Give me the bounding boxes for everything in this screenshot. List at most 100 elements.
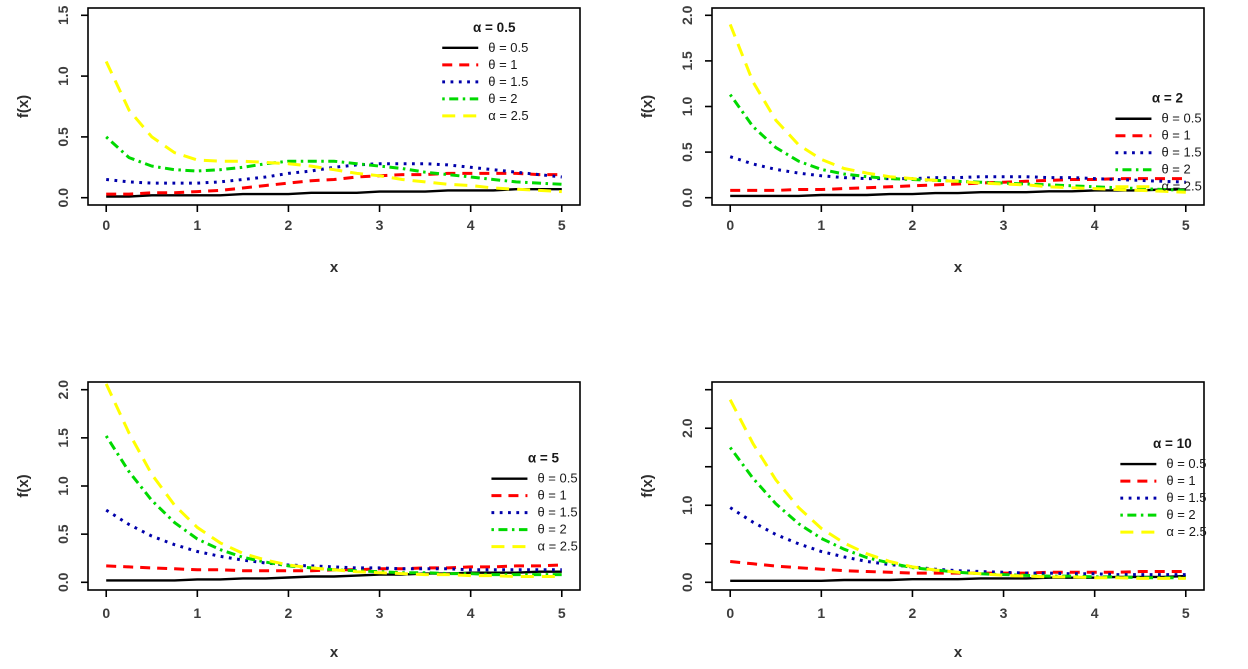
y-tick-label: 0.0 (55, 572, 71, 592)
plot-panel-alpha-2: 0 1 2 3 4 5 0.0 0.5 1.0 1.5 2.0 x f(x) α = 2 θ = 0.5 θ … (639, 5, 1205, 276)
x-tick-label: 4 (467, 217, 475, 233)
x-tick-label: 1 (193, 217, 201, 233)
x-tick-label: 3 (376, 605, 384, 621)
legend-label: θ = 1 (537, 488, 566, 503)
plot-frame (711, 381, 1205, 591)
y-tick-label: 1.5 (55, 428, 71, 448)
series-curve (106, 188, 562, 198)
x-tick-label: 0 (102, 605, 110, 621)
legend-label: α = 2.5 (537, 539, 577, 554)
legend-title: α = 2 (1152, 91, 1183, 106)
x-tick-label: 4 (1091, 605, 1099, 621)
legend-label: θ = 0.5 (1161, 111, 1201, 126)
legend-label: θ = 2 (1161, 162, 1190, 177)
x-axis-title: x (330, 259, 339, 276)
legend-label: θ = 0.5 (537, 471, 577, 486)
legend-label: θ = 1 (488, 57, 517, 72)
legend-label: θ = 1.5 (488, 74, 528, 89)
series-curve (729, 506, 1186, 577)
series-curve (106, 570, 562, 582)
y-tick-label: 1.5 (55, 5, 71, 25)
x-tick-label: 2 (909, 605, 917, 621)
x-tick-label: 0 (726, 605, 734, 621)
x-tick-label: 0 (726, 217, 734, 233)
x-tick-label: 2 (909, 217, 917, 233)
x-tick-label: 3 (1000, 605, 1008, 621)
x-tick-label: 0 (102, 217, 110, 233)
y-tick-label: 1.0 (55, 66, 71, 86)
legend-title: α = 5 (528, 451, 560, 466)
x-tick-label: 1 (193, 605, 201, 621)
series-curve (728, 23, 1186, 194)
x-axis-title: x (330, 644, 339, 661)
x-tick-label: 2 (285, 217, 293, 233)
x-tick-label: 2 (285, 605, 293, 621)
legend-label: θ = 0.5 (488, 40, 528, 55)
legend-label: θ = 0.5 (1166, 456, 1206, 471)
legend-label: θ = 2 (537, 522, 566, 537)
y-tick-label: 0.5 (679, 142, 695, 162)
y-axis-title: f(x) (639, 474, 656, 497)
legend-label: θ = 1.5 (1161, 145, 1201, 160)
series-curve (106, 162, 562, 185)
x-tick-label: 1 (817, 605, 825, 621)
legend-title: α = 10 (1153, 436, 1192, 451)
y-tick-label: 0.0 (679, 188, 695, 208)
legend-label: α = 2.5 (1166, 524, 1206, 539)
plot-panel-alpha-5: 0 1 2 3 4 5 0.0 0.5 1.0 1.5 2.0 x f(x) α = 5 θ = 0.5 θ … (15, 380, 581, 661)
series-curve (104, 383, 562, 578)
series-curve (104, 435, 562, 577)
legend-title: α = 0.5 (473, 20, 516, 35)
legend-label: θ = 1 (1166, 473, 1195, 488)
legend-label: θ = 2 (1166, 507, 1195, 522)
y-tick-label: 2.0 (679, 418, 695, 438)
y-axis-title: f(x) (15, 95, 32, 118)
legend-label: θ = 1.5 (1166, 490, 1206, 505)
series-curve (728, 93, 1186, 192)
x-tick-label: 5 (558, 217, 566, 233)
legend-label: θ = 1.5 (537, 505, 577, 520)
x-tick-label: 3 (1000, 217, 1008, 233)
y-tick-label: 0.5 (55, 524, 71, 544)
y-tick-label: 2.0 (679, 5, 695, 25)
plot-panel-alpha-10: 0 1 2 3 4 5 0.0 1.0 2.0 x f(x) α = 10 θ = 0.5 θ = 1 θ … (639, 381, 1207, 661)
x-tick-label: 5 (1182, 217, 1190, 233)
y-axis-title: f(x) (15, 474, 32, 497)
series-curve (106, 171, 562, 196)
legend-label: θ = 1 (1161, 128, 1190, 143)
y-tick-label: 1.0 (679, 97, 695, 117)
figure-row-top: 0 1 2 3 4 5 0.0 0.5 1.0 1.5 x f(x) α = 0.5 θ = 0.5 θ =… (0, 0, 1248, 300)
figure-row-bottom: 0 1 2 3 4 5 0.0 0.5 1.0 1.5 2.0 x f(x) α = 5 θ = 0.5 θ … (0, 362, 1248, 669)
series-curve (728, 446, 1186, 580)
y-tick-label: 2.0 (55, 380, 71, 400)
x-tick-label: 3 (376, 217, 384, 233)
x-tick-label: 1 (817, 217, 825, 233)
legend-label: θ = 2 (488, 91, 517, 106)
plot-frame (87, 7, 581, 206)
plot-frame (711, 7, 1205, 206)
legend-label: α = 2.5 (488, 108, 528, 123)
series-curve (730, 188, 1186, 198)
y-axis-title: f(x) (639, 95, 656, 118)
x-axis-title: x (954, 259, 963, 276)
series-curve (104, 60, 562, 194)
legend-label: α = 2.5 (1161, 179, 1201, 194)
y-tick-label: 1.0 (55, 476, 71, 496)
x-tick-label: 4 (467, 605, 475, 621)
y-tick-label: 0.5 (55, 127, 71, 147)
series-curve (105, 508, 562, 572)
y-tick-label: 0.0 (679, 572, 695, 592)
plot-panel-alpha-0-5: 0 1 2 3 4 5 0.0 0.5 1.0 1.5 x f(x) α = 0.5 θ = 0.5 θ =… (15, 5, 581, 276)
y-tick-label: 1.5 (679, 51, 695, 71)
y-tick-label: 1.0 (679, 495, 695, 515)
series-curve (728, 399, 1186, 580)
y-tick-label: 0.0 (55, 188, 71, 208)
x-axis-title: x (954, 644, 963, 661)
x-tick-label: 5 (1182, 605, 1190, 621)
x-tick-label: 5 (558, 605, 566, 621)
x-tick-label: 4 (1091, 217, 1099, 233)
series-curve (729, 155, 1186, 184)
series-curve (105, 135, 562, 186)
row-gap (0, 300, 1248, 362)
